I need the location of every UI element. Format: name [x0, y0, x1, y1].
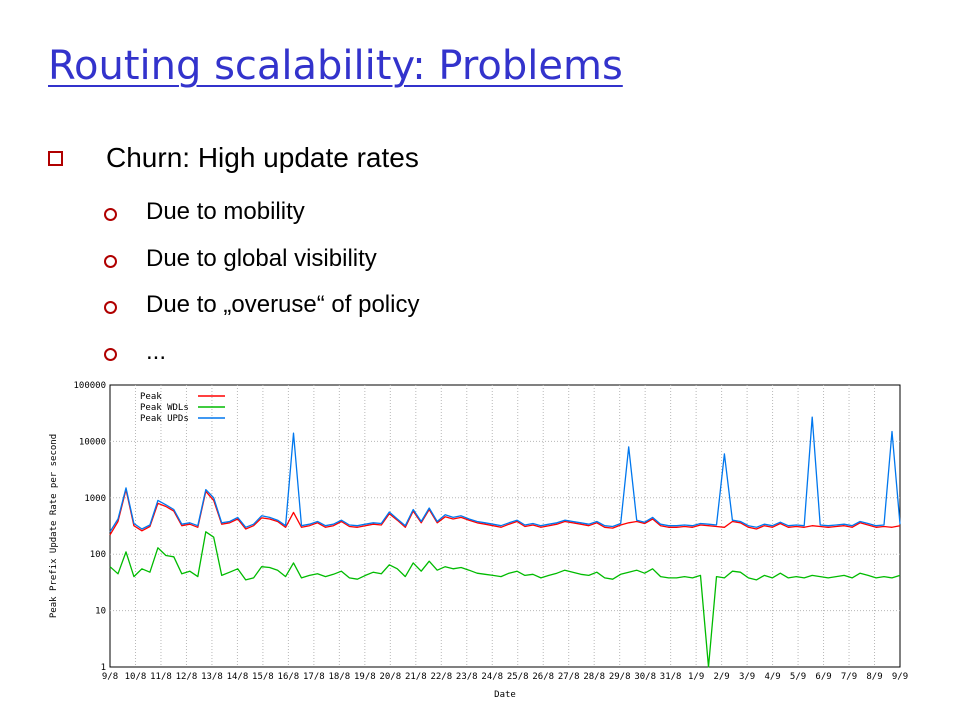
x-tick-label: 15/8 — [252, 672, 274, 682]
y-tick-label: 1 — [101, 663, 106, 673]
y-tick-label: 1000 — [84, 494, 106, 504]
x-tick-label: 18/8 — [329, 672, 351, 682]
x-tick-label: 6/9 — [815, 672, 831, 682]
x-tick-label: 30/8 — [634, 672, 656, 682]
x-tick-label: 8/9 — [866, 672, 882, 682]
update-rate-chart: 1 10 100 1000 10000 100000 9/8 10/8 11/8 12/8 13/8… — [40, 372, 920, 712]
x-tick-label: 16/8 — [278, 672, 300, 682]
circle-bullet-icon — [104, 255, 117, 268]
x-tick-label: 13/8 — [201, 672, 223, 682]
legend-label: Peak UPDs — [140, 414, 189, 424]
x-tick-label: 29/8 — [609, 672, 631, 682]
sub-bullet-text: Due to „overuse“ of policy — [146, 291, 420, 318]
y-tick-label: 100 — [90, 550, 106, 560]
x-tick-label: 24/8 — [481, 672, 503, 682]
x-tick-label: 22/8 — [430, 672, 452, 682]
x-tick-label: 11/8 — [150, 672, 172, 682]
x-axis-label: Date — [494, 690, 516, 700]
legend-label: Peak WDLs — [140, 403, 189, 413]
x-tick-label: 28/8 — [583, 672, 605, 682]
slide-title: Routing scalability: Problems — [48, 43, 623, 89]
square-bullet-icon — [48, 151, 63, 166]
x-tick-label: 1/9 — [688, 672, 704, 682]
x-tick-label: 20/8 — [379, 672, 401, 682]
y-tick-label: 10000 — [79, 437, 106, 447]
x-tick-label: 4/9 — [764, 672, 780, 682]
x-tick-label: 7/9 — [841, 672, 857, 682]
y-axis-label: Peak Prefix Update Rate per second — [49, 434, 59, 618]
y-tick-label: 100000 — [73, 381, 106, 391]
x-tick-label: 10/8 — [125, 672, 147, 682]
circle-bullet-icon — [104, 301, 117, 314]
x-tick-label: 9/8 — [102, 672, 118, 682]
x-tick-label: 26/8 — [532, 672, 554, 682]
sub-bullet-text: Due to global visibility — [146, 245, 377, 272]
sub-bullet-text: ... — [146, 338, 167, 365]
sub-bullet-text: Due to mobility — [146, 198, 305, 225]
x-tick-label: 31/8 — [660, 672, 682, 682]
bullet-text: Churn: High update rates — [106, 142, 419, 173]
x-tick-label: 17/8 — [303, 672, 325, 682]
x-tick-label: 23/8 — [456, 672, 478, 682]
x-tick-label: 21/8 — [405, 672, 427, 682]
series-line-2 — [109, 416, 901, 533]
x-tick-label: 2/9 — [713, 672, 729, 682]
circle-bullet-icon — [104, 208, 117, 221]
series-line-1 — [109, 531, 901, 668]
x-tick-label: 14/8 — [227, 672, 249, 682]
x-tick-label: 9/9 — [892, 672, 908, 682]
y-tick-label: 10 — [95, 607, 106, 617]
x-tick-label: 27/8 — [558, 672, 580, 682]
chart-svg: 1 10 100 1000 10000 100000 9/8 10/8 11/8 12/8 13/8… — [49, 381, 908, 700]
x-tick-label: 3/9 — [739, 672, 755, 682]
x-tick-label: 25/8 — [507, 672, 529, 682]
x-tick-label: 19/8 — [354, 672, 376, 682]
series-line-0 — [109, 488, 901, 536]
x-tick-label: 12/8 — [176, 672, 198, 682]
legend-label: Peak — [140, 392, 162, 402]
circle-bullet-icon — [104, 348, 117, 361]
x-tick-label: 5/9 — [790, 672, 806, 682]
